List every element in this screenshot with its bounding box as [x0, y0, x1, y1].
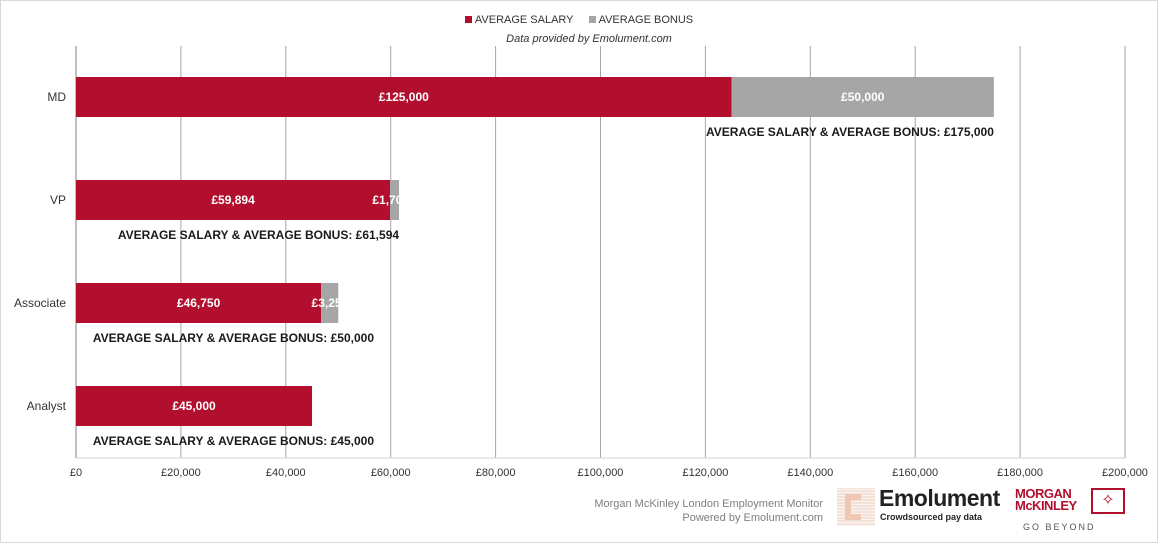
- data-label: £3,250: [312, 296, 349, 310]
- bar-segment: [76, 180, 391, 220]
- chart-subtitle: Data provided by Emolument.com: [506, 33, 672, 45]
- legend-label-bonus: AVERAGE BONUS: [598, 14, 694, 26]
- emolument-logo: Emolument Crowdsourced pay data: [837, 485, 1007, 528]
- total-label: AVERAGE SALARY & AVERAGE BONUS: £50,000: [93, 331, 375, 345]
- star-compass-icon: ✧: [1091, 488, 1125, 514]
- legend-item-salary: AVERAGE SALARY: [464, 14, 574, 26]
- category-label: Analyst: [27, 399, 67, 413]
- x-tick-label: £20,000: [161, 467, 201, 479]
- footer-line-2: Powered by Emolument.com: [682, 512, 823, 524]
- legend-label-salary: AVERAGE SALARY: [474, 14, 574, 26]
- bar-segment: [76, 77, 732, 117]
- mm-logo-name-line-2: McKINLEY: [1015, 498, 1077, 513]
- emolument-logo-name: Emolument: [879, 485, 1000, 511]
- data-label: £46,750: [177, 296, 221, 310]
- bar-chart: £0 £20,000 £40,000 £60,000 £80,000 £100,000 £1…: [14, 46, 1148, 479]
- bar-segment: [76, 283, 322, 323]
- legend-swatch-salary: [464, 16, 472, 23]
- category-label: Associate: [14, 296, 66, 310]
- x-tick-label: £200,000: [1102, 467, 1148, 479]
- footer-text: Morgan McKinley London Employment Monito…: [594, 497, 823, 525]
- data-label: £59,894: [211, 193, 255, 207]
- morgan-mckinley-logo: MORGAN McKINLEY ✧ GO BEYOND: [1015, 486, 1155, 536]
- legend: AVERAGE SALARY AVERAGE BONUS: [0, 14, 1158, 26]
- footer-line-1: Morgan McKinley London Employment Monito…: [594, 498, 823, 510]
- total-label: AVERAGE SALARY & AVERAGE BONUS: £175,000: [706, 125, 994, 139]
- legend-swatch-bonus: [588, 16, 596, 23]
- data-label: £45,000: [172, 399, 216, 413]
- bar-segment: [76, 386, 313, 426]
- bar-segment: [390, 180, 400, 220]
- x-tick-label: £80,000: [476, 467, 516, 479]
- total-label: AVERAGE SALARY & AVERAGE BONUS: £45,000: [93, 434, 375, 448]
- mm-logo-name-line-1: MORGAN: [1015, 486, 1072, 501]
- x-tick-label: £120,000: [682, 467, 728, 479]
- total-label: AVERAGE SALARY & AVERAGE BONUS: £61,594: [118, 228, 400, 242]
- x-tick-label: £140,000: [787, 467, 833, 479]
- data-label: £50,000: [841, 90, 885, 104]
- x-tick-label: £180,000: [997, 467, 1043, 479]
- x-tick-label: £40,000: [266, 467, 306, 479]
- mm-logo-tagline: GO BEYOND: [1023, 522, 1096, 532]
- emolument-logo-tagline: Crowdsourced pay data: [880, 512, 983, 522]
- emolument-e-icon: [837, 488, 875, 526]
- x-tick-label: £160,000: [892, 467, 938, 479]
- mm-logo-name: MORGAN McKINLEY: [1015, 486, 1077, 513]
- category-label: VP: [50, 193, 66, 207]
- data-label: £1,700: [372, 193, 409, 207]
- legend-item-bonus: AVERAGE BONUS: [588, 14, 694, 26]
- x-tick-label: £60,000: [371, 467, 411, 479]
- bar-segment: [731, 77, 994, 117]
- category-label: MD: [47, 90, 66, 104]
- x-tick-label: £100,000: [578, 467, 624, 479]
- data-label: £125,000: [379, 90, 429, 104]
- bar-segment: [321, 283, 339, 323]
- x-tick-label: £0: [70, 467, 82, 479]
